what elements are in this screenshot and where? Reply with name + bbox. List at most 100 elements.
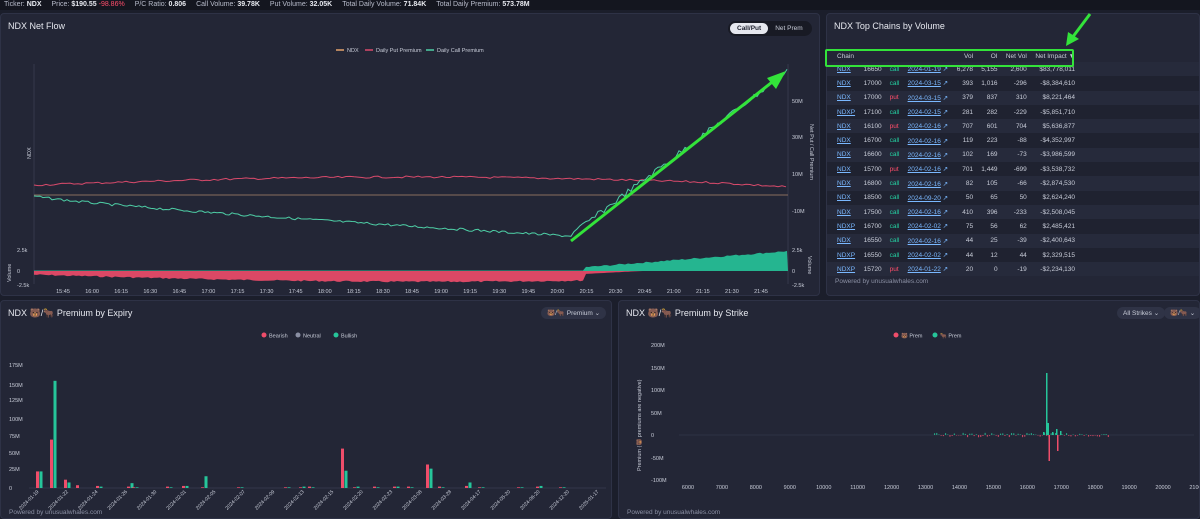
strike-x-tick: 8000: [750, 485, 762, 491]
chart-icon[interactable]: ↗: [942, 109, 949, 117]
chain-row[interactable]: NDX 15700 put 2024-02-16 ↗ 701 1,449 -699 -$3,5…: [827, 162, 1199, 177]
chain-expiry-link[interactable]: 2024-09-20: [907, 194, 941, 202]
expiry-bar-bearish: [36, 471, 39, 488]
chart-icon[interactable]: ↗: [942, 209, 949, 217]
expiry-x-tick: 2024-02-13: [283, 489, 305, 511]
chain-symbol-link[interactable]: NDX: [837, 122, 851, 130]
chain-strike: 16550: [859, 247, 886, 263]
chain-symbol-link[interactable]: NDXP: [837, 265, 856, 273]
strike-x-tick: 7000: [716, 485, 728, 491]
chain-row[interactable]: NDX 17000 put 2024-03-15 ↗ 379 837 310 $8,221,4…: [827, 90, 1199, 105]
chart-icon[interactable]: ↗: [942, 194, 949, 202]
chain-row[interactable]: NDX 16700 call 2024-02-16 ↗ 119 223 -88 -$4,352…: [827, 133, 1199, 148]
strike-bar: [1096, 435, 1098, 437]
chain-row[interactable]: NDXP 16550 call 2024-02-02 ↗ 44 12 44 $2,329,51…: [827, 247, 1199, 263]
header-chain[interactable]: Chain: [837, 53, 854, 60]
chain-oi: 105: [977, 176, 1002, 191]
total-premium-field: Total Daily Premium: 573.78M: [436, 1, 530, 8]
chain-symbol-link[interactable]: NDX: [837, 165, 851, 173]
strike-title: NDX 🐻/🐂 Premium by Strike: [626, 308, 749, 318]
chain-expiry-link[interactable]: 2024-01-19: [907, 66, 941, 74]
chart-icon[interactable]: ↗: [942, 166, 949, 174]
chart-icon[interactable]: ↗: [942, 180, 949, 188]
chart-icon[interactable]: ↗: [942, 151, 949, 159]
chain-expiry-link[interactable]: 2024-02-02: [907, 252, 941, 259]
expiry-powered-by[interactable]: Powered by unusualwhales.com: [9, 509, 103, 516]
strike-x-tick: 21000: [1189, 485, 1199, 491]
expiry-x-tick: 2024-01-19: [18, 489, 40, 511]
header-oi[interactable]: OI: [990, 53, 998, 60]
chain-strike: 16800: [859, 176, 886, 191]
chart-icon[interactable]: ↗: [942, 252, 949, 259]
chain-row[interactable]: NDX 16800 call 2024-02-16 ↗ 82 105 -66 -$2,874,…: [827, 176, 1199, 191]
strike-bar: [1046, 435, 1048, 437]
chart-icon[interactable]: ↗: [942, 237, 949, 245]
expiry-bar-bullish: [204, 476, 208, 488]
chain-row[interactable]: NDX 18500 call 2024-09-20 ↗ 50 65 50 $2,624,240: [827, 190, 1199, 205]
chain-symbol-link[interactable]: NDX: [837, 65, 851, 73]
toggle-call-put[interactable]: Call/Put: [730, 23, 769, 34]
chain-symbol-link[interactable]: NDX: [837, 151, 851, 159]
header-net-impact[interactable]: Net Impact ▼: [1035, 53, 1075, 60]
expiry-x-tick: 2024-12-20: [549, 489, 571, 511]
chain-expiry-link[interactable]: 2024-02-16: [907, 137, 941, 145]
chain-symbol-link[interactable]: NDX: [837, 137, 851, 145]
chart-icon[interactable]: ↗: [942, 123, 949, 131]
chain-row[interactable]: NDX 16100 put 2024-02-16 ↗ 707 601 704 $5,636,8…: [827, 119, 1199, 134]
toggle-net-prem[interactable]: Net Prem: [775, 25, 803, 32]
chain-expiry-link[interactable]: 2024-02-16: [907, 123, 941, 131]
header-net-vol[interactable]: Net Vol: [1005, 53, 1027, 60]
chain-symbol-link[interactable]: NDXP: [837, 222, 856, 230]
chain-row[interactable]: NDX 17000 call 2024-03-15 ↗ 393 1,016 -296 -$8,…: [827, 76, 1199, 91]
chart-icon[interactable]: ↗: [942, 266, 949, 274]
chain-symbol-link[interactable]: NDX: [837, 194, 851, 202]
expiry-type-select[interactable]: 🐻/🐂 Premium ⌄: [541, 307, 607, 319]
chain-row[interactable]: NDX 17500 call 2024-02-16 ↗ 410 396 -233 -$2,50…: [827, 204, 1199, 220]
chart-icon[interactable]: ↗: [942, 223, 949, 231]
chain-expiry-link[interactable]: 2024-02-16: [907, 209, 941, 217]
strike-range-select[interactable]: All Strikes ⌄: [1117, 307, 1166, 319]
expiry-y-tick: 100M: [9, 417, 23, 423]
chain-expiry-link[interactable]: 2024-02-16: [907, 237, 941, 245]
chart-icon[interactable]: ↗: [942, 80, 949, 88]
strike-bar: [1030, 433, 1032, 435]
chain-symbol-link[interactable]: NDXP: [837, 251, 856, 259]
chain-symbol-link[interactable]: NDX: [837, 180, 851, 188]
expiry-bar-bullish: [240, 487, 244, 488]
chart-icon[interactable]: ↗: [942, 66, 949, 74]
strike-bar: [978, 435, 980, 438]
chain-symbol-link[interactable]: NDX: [837, 237, 851, 245]
chain-row[interactable]: NDX 16600 call 2024-02-16 ↗ 102 169 -73 -$3,986…: [827, 147, 1199, 163]
chain-expiry-link[interactable]: 2024-02-16: [907, 166, 941, 174]
top-chains-panel: NDX Top Chains by Volume Chain Vol OI Ne…: [826, 13, 1200, 296]
chain-net-vol: -229: [1001, 104, 1031, 120]
strike-powered-by[interactable]: Powered by unusualwhales.com: [627, 509, 721, 516]
chains-powered-by[interactable]: Powered by unusualwhales.com: [835, 278, 929, 285]
chain-expiry-link[interactable]: 2024-01-22: [907, 266, 941, 274]
chain-row[interactable]: NDX 16650 call 2024-01-19 ↗ 6,278 5,155 2,600 $…: [827, 62, 1199, 77]
chain-expiry-link[interactable]: 2024-02-02: [907, 223, 941, 231]
chain-row[interactable]: NDXP 17100 call 2024-02-15 ↗ 281 282 -229 -$5,8…: [827, 104, 1199, 120]
strike-bar: [1083, 435, 1085, 436]
chain-symbol-link[interactable]: NDX: [837, 94, 851, 102]
chain-row[interactable]: NDX 16550 call 2024-02-16 ↗ 44 25 -39 -$2,400,6…: [827, 233, 1199, 248]
chain-row[interactable]: NDXP 16700 call 2024-02-02 ↗ 75 56 62 $2,485,42…: [827, 219, 1199, 234]
chart-icon[interactable]: ↗: [942, 137, 949, 145]
chain-row[interactable]: NDXP 15720 put 2024-01-22 ↗ 20 0 -19 -$2,234,13…: [827, 262, 1199, 277]
chart-icon[interactable]: ↗: [942, 94, 949, 102]
strike-bar: [1013, 433, 1015, 435]
chain-expiry-link[interactable]: 2024-03-15: [907, 94, 941, 102]
chain-expiry-link[interactable]: 2024-02-15: [907, 109, 941, 117]
chain-symbol-link[interactable]: NDXP: [837, 108, 856, 116]
header-vol[interactable]: Vol: [964, 53, 974, 60]
chain-expiry-link[interactable]: 2024-02-16: [907, 180, 941, 188]
chain-symbol-link[interactable]: NDX: [837, 79, 851, 87]
strike-type-select[interactable]: 🐻/🐂 ⌄: [1164, 307, 1199, 319]
strike-x-tick: 19000: [1121, 485, 1136, 491]
chain-symbol-link[interactable]: NDX: [837, 208, 851, 216]
strike-bar: [991, 433, 993, 435]
chain-expiry-link[interactable]: 2024-03-15: [907, 80, 941, 88]
strike-bar: [1072, 434, 1074, 435]
chain-expiry-link[interactable]: 2024-02-16: [907, 151, 941, 159]
strike-bar: [997, 435, 999, 437]
